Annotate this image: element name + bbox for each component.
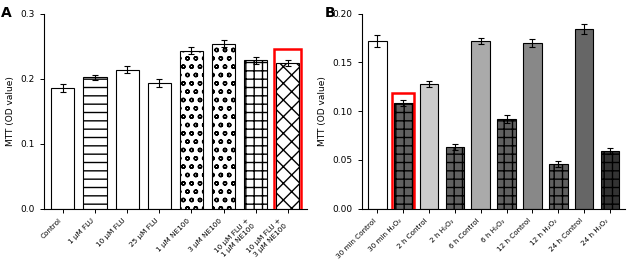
- Bar: [601, 151, 619, 209]
- Bar: [445, 147, 464, 209]
- Bar: [575, 29, 593, 209]
- Bar: [276, 63, 299, 209]
- Bar: [212, 43, 235, 209]
- Bar: [83, 77, 107, 209]
- Bar: [368, 41, 387, 209]
- Text: B: B: [325, 6, 336, 20]
- Bar: [274, 49, 301, 212]
- Bar: [420, 84, 439, 209]
- Bar: [523, 43, 542, 209]
- Bar: [115, 69, 139, 209]
- Bar: [471, 41, 490, 209]
- Bar: [180, 51, 203, 209]
- Bar: [394, 103, 413, 209]
- Text: A: A: [1, 6, 12, 20]
- Bar: [244, 60, 267, 209]
- Bar: [392, 92, 414, 210]
- Bar: [497, 119, 516, 209]
- Y-axis label: MTT (OD value): MTT (OD value): [318, 76, 327, 146]
- Bar: [148, 83, 171, 209]
- Bar: [549, 164, 567, 209]
- Y-axis label: MTT (OD value): MTT (OD value): [6, 76, 15, 146]
- Bar: [51, 89, 74, 209]
